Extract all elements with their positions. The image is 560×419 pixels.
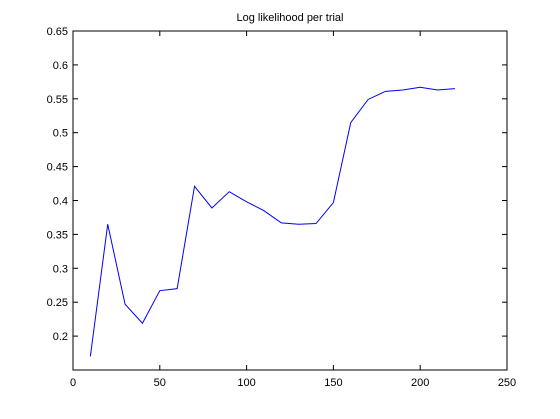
chart-title: Log likelihood per trial — [236, 12, 343, 24]
y-tick-label: 0.6 — [53, 60, 68, 72]
x-tick-label: 100 — [237, 377, 255, 389]
y-tick-label: 0.2 — [53, 331, 68, 343]
y-tick-label: 0.5 — [53, 128, 68, 140]
y-tick-label: 0.4 — [53, 196, 68, 208]
x-tick-label: 150 — [324, 377, 342, 389]
plot-area — [72, 30, 508, 371]
y-axis: 0.2 0.25 0.3 0.35 0.4 0.45 0.5 0.55 0.6 0.65 — [47, 26, 507, 343]
x-tick-label: 50 — [154, 377, 166, 389]
y-tick-label: 0.65 — [47, 26, 68, 38]
y-tick-label: 0.45 — [47, 162, 68, 174]
x-axis: 0 50 100 150 200 250 — [70, 31, 516, 389]
x-tick-label: 0 — [70, 377, 76, 389]
y-tick-label: 0.3 — [53, 263, 68, 275]
y-tick-label: 0.55 — [47, 94, 68, 106]
series-line — [89, 86, 455, 357]
x-tick-label: 250 — [498, 377, 516, 389]
y-tick-label: 0.35 — [47, 229, 68, 241]
y-tick-label: 0.25 — [47, 297, 68, 309]
x-tick-label: 200 — [411, 377, 429, 389]
series-layer — [89, 86, 455, 357]
